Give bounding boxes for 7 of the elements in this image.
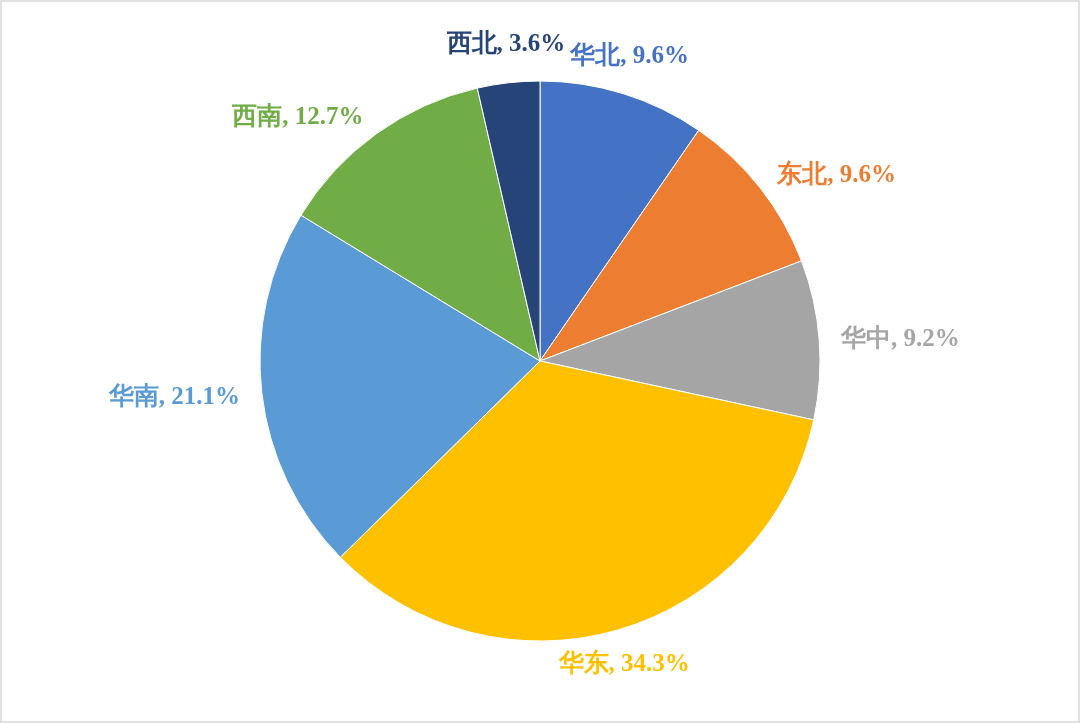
slice-label: 西北, 3.6% <box>445 28 566 56</box>
slice-label: 华南, 21.1% <box>107 381 240 409</box>
slice-label: 西南, 12.7% <box>231 102 364 130</box>
slice-label: 东北, 9.6% <box>776 160 897 188</box>
slice-label: 华东, 34.3% <box>557 649 690 677</box>
slice-label: 华中, 9.2% <box>840 323 960 351</box>
slice-label: 华北, 9.6% <box>569 40 689 68</box>
